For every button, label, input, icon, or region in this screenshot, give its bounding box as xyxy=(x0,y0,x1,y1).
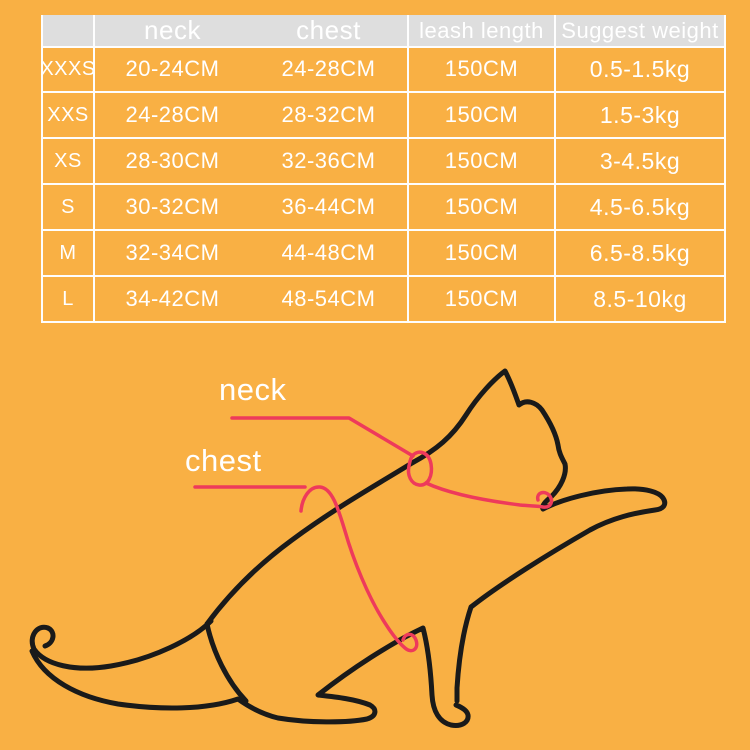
header-cell-leash-length: leash length xyxy=(407,15,554,48)
chest-value: 44-48CM xyxy=(250,231,407,277)
chest-value: 28-32CM xyxy=(250,93,407,139)
harness-chest-strap xyxy=(299,485,419,653)
neck-leader-line xyxy=(230,416,415,458)
size-label: S xyxy=(43,185,93,231)
leash-value: 150CM xyxy=(407,277,554,323)
weight-value: 0.5-1.5kg xyxy=(554,47,724,93)
leash-value: 150CM xyxy=(407,93,554,139)
leash-value: 150CM xyxy=(407,47,554,93)
size-chart-header-row: neck chest leash length Suggest weight xyxy=(43,15,724,48)
table-row-xs: XS 28-30CM 32-36CM 150CM 3-4.5kg xyxy=(43,139,724,185)
leash-value: 150CM xyxy=(407,185,554,231)
neck-measurement-label: neck xyxy=(219,372,287,407)
neck-value: 24-28CM xyxy=(93,93,250,139)
weight-value: 1.5-3kg xyxy=(554,93,724,139)
header-cell-chest: chest xyxy=(250,15,407,48)
size-label: M xyxy=(43,231,93,277)
neck-value: 30-32CM xyxy=(93,185,250,231)
chest-value: 36-44CM xyxy=(250,185,407,231)
harness-neck-loop xyxy=(406,450,434,487)
weight-value: 3-4.5kg xyxy=(554,139,724,185)
chest-measurement-label: chest xyxy=(185,443,262,478)
size-label: XXS xyxy=(43,93,93,139)
weight-value: 6.5-8.5kg xyxy=(554,231,724,277)
cat-outline-body xyxy=(204,368,668,704)
leash-value: 150CM xyxy=(407,139,554,185)
table-row-s: S 30-32CM 36-44CM 150CM 4.5-6.5kg xyxy=(43,185,724,231)
chest-value: 32-36CM xyxy=(250,139,407,185)
cat-outline-rump xyxy=(204,621,249,704)
size-label: XS xyxy=(43,139,93,185)
neck-value: 20-24CM xyxy=(93,47,250,93)
cat-outline-belly xyxy=(29,625,471,728)
table-row-l: L 34-42CM 48-54CM 150CM 8.5-10kg xyxy=(43,277,724,323)
neck-value: 28-30CM xyxy=(93,139,250,185)
weight-value: 4.5-6.5kg xyxy=(554,185,724,231)
header-cell-suggest-weight: Suggest weight xyxy=(554,15,724,48)
header-cell-size xyxy=(43,15,93,48)
size-label: XXXS xyxy=(40,47,95,93)
weight-value: 8.5-10kg xyxy=(554,277,724,323)
chest-value: 48-54CM xyxy=(250,277,407,323)
leash-value: 150CM xyxy=(407,231,554,277)
table-row-m: M 32-34CM 44-48CM 150CM 6.5-8.5kg xyxy=(43,231,724,277)
size-chart-table: neck chest leash length Suggest weight X… xyxy=(40,15,726,323)
chest-value: 24-28CM xyxy=(250,47,407,93)
table-row-xxxs: XXXS 20-24CM 24-28CM 150CM 0.5-1.5kg xyxy=(40,47,724,93)
header-cell-neck: neck xyxy=(93,15,250,48)
neck-value: 34-42CM xyxy=(93,277,250,323)
neck-value: 32-34CM xyxy=(93,231,250,277)
harness-neck-strap xyxy=(424,481,554,509)
table-row-xxs: XXS 24-28CM 28-32CM 150CM 1.5-3kg xyxy=(43,93,724,139)
cat-outline-tail xyxy=(29,618,214,671)
size-label: L xyxy=(43,277,93,323)
